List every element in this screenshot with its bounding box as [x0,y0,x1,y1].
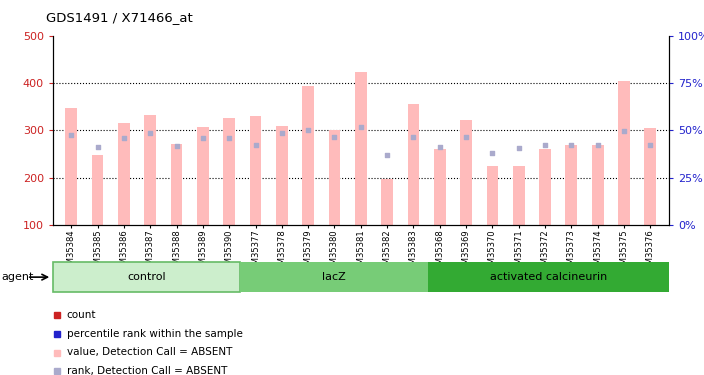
Point [144,130,156,136]
Bar [223,117,235,225]
Point [197,135,208,141]
Text: lacZ: lacZ [322,272,346,282]
Point [65,132,77,138]
Point [171,143,182,149]
Text: percentile rank within the sample: percentile rank within the sample [67,329,242,339]
Bar [197,126,209,225]
Point [645,142,656,148]
Text: value, Detection Call = ABSENT: value, Detection Call = ABSENT [67,348,232,357]
Point [224,135,235,141]
Bar [276,126,288,225]
Point [539,142,551,148]
Bar [408,104,420,225]
Bar [250,116,261,225]
FancyBboxPatch shape [240,262,428,292]
Point [513,145,524,151]
Bar [65,108,77,225]
Point [276,130,287,136]
Bar [460,120,472,225]
Bar [644,128,656,225]
Bar [381,179,393,225]
Point [118,135,130,141]
Text: rank, Detection Call = ABSENT: rank, Detection Call = ABSENT [67,366,227,375]
Bar [618,81,630,225]
Bar [434,149,446,225]
Point [382,152,393,158]
Point [592,142,603,148]
Bar [170,144,182,225]
FancyBboxPatch shape [428,262,669,292]
Point [566,142,577,148]
Point [460,134,472,140]
Bar [539,149,551,225]
Bar [565,144,577,225]
Text: count: count [67,310,96,320]
Text: GDS1491 / X71466_at: GDS1491 / X71466_at [46,10,192,24]
FancyBboxPatch shape [53,262,240,292]
Bar [486,166,498,225]
Point [250,142,261,148]
Point [303,128,314,134]
Point [486,150,498,156]
Bar [355,72,367,225]
Bar [513,166,524,225]
Bar [592,144,603,225]
Point [618,128,629,134]
Bar [118,123,130,225]
Point [92,144,103,150]
Bar [302,86,314,225]
Bar [92,155,103,225]
Point [434,144,446,150]
Text: activated calcineurin: activated calcineurin [490,272,607,282]
Point [408,134,419,140]
Point [355,124,366,130]
Bar [144,115,156,225]
Text: control: control [127,272,166,282]
Point [329,134,340,140]
Text: agent: agent [1,273,34,282]
Bar [329,130,341,225]
